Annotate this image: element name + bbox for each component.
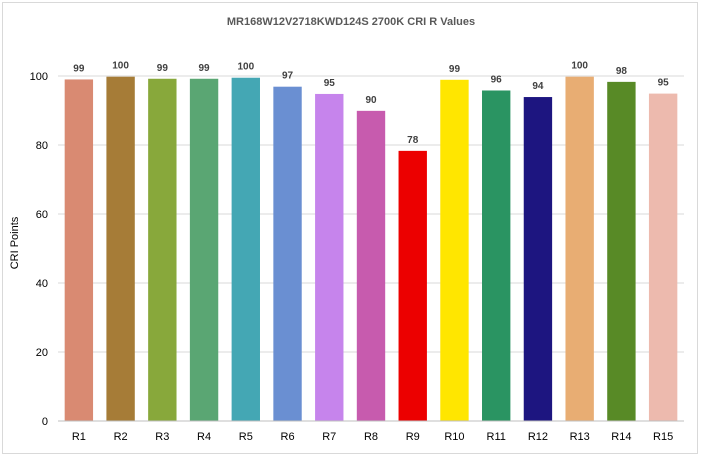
data-labels: 99 100 99 99 100 97 95 90 78 99 96 94 100 98 95 <box>73 61 669 146</box>
x-tick-label-r9: R9 <box>406 431 420 443</box>
bar-r4 <box>189 78 219 421</box>
x-tick-label-r1: R1 <box>72 431 86 443</box>
y-axis-ticks: 0 20 40 60 80 100 <box>30 71 48 428</box>
data-label-r3: 99 <box>157 63 169 74</box>
x-tick-label-r14: R14 <box>611 431 631 443</box>
data-label-r14: 98 <box>616 66 628 77</box>
y-axis-label: CRI Points <box>9 216 21 269</box>
chart-title: MR168W12V2718KWD124S 2700K CRI R Values <box>227 16 475 28</box>
data-label-r9: 78 <box>407 135 419 146</box>
x-axis-ticks: R1 R2 R3 R4 R5 R6 R7 R8 R9 R10 R11 R12 R13 R14 R15 <box>72 431 673 443</box>
bar-r2 <box>106 76 135 421</box>
x-tick-label-r12: R12 <box>528 431 548 443</box>
bar-r13 <box>565 76 594 421</box>
bar-r9 <box>398 150 427 422</box>
data-label-r10: 99 <box>449 64 461 75</box>
x-tick-label-r3: R3 <box>155 431 169 443</box>
bar-r14 <box>607 81 636 422</box>
y-tick-label: 100 <box>30 71 48 83</box>
bars <box>64 76 678 422</box>
x-tick-label-r2: R2 <box>114 431 128 443</box>
x-tick-label-r15: R15 <box>653 431 673 443</box>
x-tick-label-r7: R7 <box>322 431 336 443</box>
bar-r11 <box>482 90 511 422</box>
data-label-r4: 99 <box>199 63 211 74</box>
bar-r1 <box>64 79 94 421</box>
data-label-r5: 100 <box>237 62 254 73</box>
x-tick-label-r11: R11 <box>487 431 506 443</box>
bar-r3 <box>148 78 177 421</box>
y-tick-label: 0 <box>42 416 48 428</box>
data-label-r12: 94 <box>532 81 544 92</box>
x-tick-label-r13: R13 <box>570 431 590 443</box>
x-tick-label-r5: R5 <box>239 431 253 443</box>
y-tick-label: 20 <box>36 347 48 359</box>
y-tick-label: 60 <box>36 209 48 221</box>
y-tick-label: 40 <box>36 278 48 290</box>
data-label-r2: 100 <box>112 61 129 72</box>
bar-r5 <box>231 77 260 421</box>
data-label-r13: 100 <box>571 61 588 72</box>
bar-r7 <box>315 93 344 421</box>
data-label-r1: 99 <box>73 63 85 74</box>
bar-r6 <box>273 86 302 421</box>
data-label-r8: 90 <box>365 95 377 106</box>
x-tick-label-r4: R4 <box>197 431 211 443</box>
y-tick-label: 80 <box>36 140 48 152</box>
data-label-r15: 95 <box>658 78 670 89</box>
bar-r8 <box>356 110 386 421</box>
data-label-r11: 96 <box>491 74 503 85</box>
bar-r10 <box>440 79 469 422</box>
data-label-r7: 95 <box>324 78 336 89</box>
x-tick-label-r8: R8 <box>364 431 378 443</box>
data-label-r6: 97 <box>282 71 294 82</box>
x-tick-label-r6: R6 <box>281 431 295 443</box>
x-tick-label-r10: R10 <box>444 431 464 443</box>
bar-r12 <box>523 97 553 422</box>
bar-r15 <box>648 93 678 421</box>
